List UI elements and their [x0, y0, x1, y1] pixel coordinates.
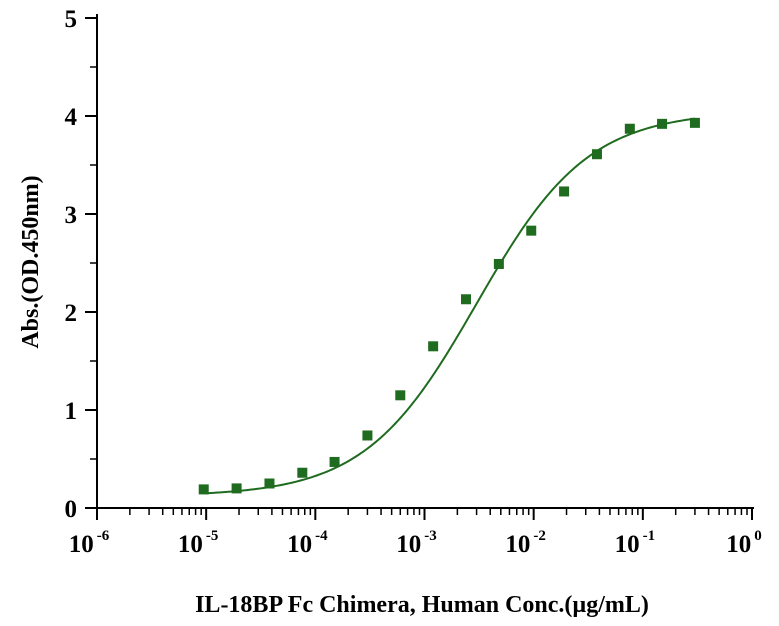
data-point [689, 117, 700, 128]
data-point [526, 225, 537, 236]
data-point [297, 467, 308, 478]
y-tick-label: 0 [65, 496, 78, 523]
y-tick-label: 2 [65, 300, 78, 327]
y-tick-labels: 0 1 2 3 4 5 [65, 6, 78, 523]
fit-curve [203, 117, 696, 495]
data-point [231, 483, 242, 494]
x-tick-label: 10 -4 [287, 528, 328, 558]
x-tick-label: 10 -3 [396, 528, 437, 558]
y-tick-label: 3 [65, 202, 78, 229]
data-point [591, 149, 602, 160]
x-axis-ticks [96, 508, 753, 520]
data-point [657, 118, 668, 129]
data-point [362, 430, 373, 441]
data-point [198, 484, 209, 495]
data-point [624, 123, 635, 134]
y-tick-label: 5 [65, 6, 78, 33]
x-tick-labels: 10 -6 10 -5 10 -4 10 -3 10 -2 10 -1 10 0 [69, 528, 762, 558]
x-tick-label: 10 -1 [615, 528, 656, 558]
data-points [198, 117, 700, 495]
y-tick-label: 4 [65, 104, 78, 131]
data-point [264, 478, 275, 489]
x-tick-label: 10 -5 [178, 528, 219, 558]
x-tick-label: 10 0 [726, 528, 762, 558]
x-tick-label: 10 -6 [69, 528, 110, 558]
data-point [493, 258, 504, 269]
x-tick-label: 10 -2 [505, 528, 546, 558]
axes [96, 14, 754, 509]
y-axis-label: Abs.(OD.450nm) [18, 175, 44, 348]
data-point [461, 294, 472, 305]
data-point [329, 456, 340, 467]
data-point [428, 341, 439, 352]
y-tick-label: 1 [65, 398, 78, 425]
data-point [395, 390, 406, 401]
x-axis-label: IL-18BP Fc Chimera, Human Conc.(µg/mL) [195, 592, 649, 618]
y-axis-ticks [85, 17, 97, 509]
data-point [559, 186, 570, 197]
